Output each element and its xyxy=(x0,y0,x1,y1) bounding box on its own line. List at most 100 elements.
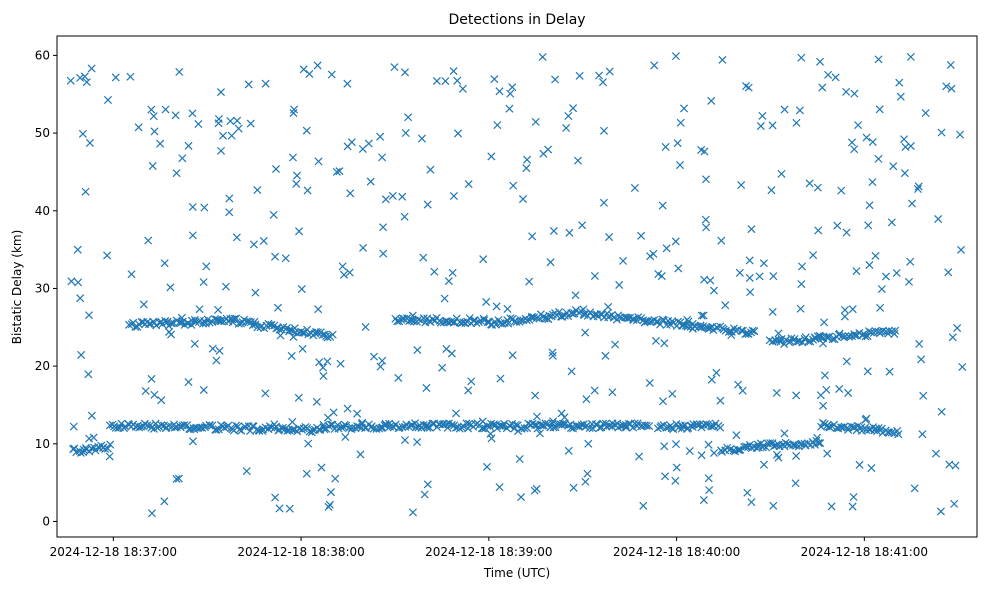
data-point xyxy=(696,321,705,330)
data-point xyxy=(567,367,576,376)
data-point xyxy=(81,187,90,196)
data-point xyxy=(156,139,165,148)
data-point xyxy=(261,79,270,88)
data-point xyxy=(106,440,115,449)
data-point xyxy=(381,195,390,204)
data-point xyxy=(780,105,789,114)
data-point xyxy=(887,218,896,227)
data-point xyxy=(819,401,828,410)
data-point xyxy=(531,391,540,400)
data-point xyxy=(733,445,742,454)
data-point xyxy=(147,105,156,114)
data-point xyxy=(918,430,927,439)
data-point xyxy=(662,244,671,253)
data-point xyxy=(861,415,870,424)
data-point xyxy=(73,245,82,254)
data-point xyxy=(103,251,112,260)
data-point xyxy=(144,236,153,245)
data-point xyxy=(652,317,661,327)
data-point xyxy=(448,268,457,277)
data-point xyxy=(551,75,560,84)
data-point xyxy=(288,417,297,426)
data-point xyxy=(758,443,767,452)
data-point xyxy=(744,83,753,92)
data-point xyxy=(697,451,706,460)
data-point xyxy=(953,324,962,333)
data-point xyxy=(458,84,467,93)
data-point xyxy=(325,500,334,509)
data-point xyxy=(353,422,362,431)
data-point xyxy=(671,440,681,449)
data-point xyxy=(937,407,946,416)
data-point xyxy=(174,474,183,483)
data-point xyxy=(372,424,381,433)
data-point xyxy=(423,480,432,489)
data-point xyxy=(791,479,800,488)
data-point xyxy=(868,178,877,187)
data-point xyxy=(532,484,541,493)
data-point xyxy=(885,367,894,376)
data-point xyxy=(400,436,410,445)
data-point xyxy=(422,383,431,392)
data-point xyxy=(548,348,557,357)
data-point xyxy=(103,95,112,104)
x-axis-label: Time (UTC) xyxy=(483,566,550,580)
data-point xyxy=(464,419,473,428)
data-point xyxy=(951,461,960,470)
data-point xyxy=(432,76,441,86)
data-point xyxy=(653,424,662,433)
data-point xyxy=(745,256,754,265)
data-point xyxy=(242,467,251,476)
data-point xyxy=(294,393,303,402)
data-point xyxy=(825,423,834,432)
data-point xyxy=(573,156,582,165)
data-point xyxy=(126,72,135,81)
data-point xyxy=(571,291,580,300)
data-point xyxy=(863,367,872,376)
data-point xyxy=(511,420,520,429)
data-point xyxy=(420,490,429,499)
data-point xyxy=(443,423,452,432)
data-point xyxy=(741,330,750,339)
data-point xyxy=(327,70,336,79)
data-point xyxy=(899,135,909,144)
data-point xyxy=(777,169,786,178)
data-point xyxy=(233,116,242,125)
data-point xyxy=(831,73,840,82)
data-point xyxy=(313,61,322,70)
data-point xyxy=(557,409,566,418)
data-point xyxy=(398,192,407,201)
data-point xyxy=(347,138,356,147)
data-point xyxy=(891,326,900,335)
data-point xyxy=(936,507,945,516)
data-point xyxy=(449,192,458,201)
data-point xyxy=(525,277,534,286)
data-point xyxy=(528,232,537,241)
data-point xyxy=(199,385,208,395)
x-axis-ticks: 2024-12-18 18:37:00 2024-12-18 18:38:00 20… xyxy=(50,537,928,559)
data-point xyxy=(503,304,512,313)
data-point xyxy=(67,277,76,286)
data-point xyxy=(84,311,94,320)
y-tick-label: 50 xyxy=(35,126,50,140)
data-point xyxy=(527,312,536,321)
data-point xyxy=(814,438,823,448)
data-point xyxy=(906,142,915,151)
data-point xyxy=(249,240,258,249)
data-point xyxy=(417,134,426,143)
data-point xyxy=(482,462,492,471)
data-point xyxy=(564,446,573,455)
data-point xyxy=(70,444,79,453)
data-point xyxy=(205,318,214,327)
data-point xyxy=(87,411,96,420)
data-point xyxy=(422,420,431,429)
data-point xyxy=(227,131,236,140)
data-point xyxy=(509,181,518,190)
data-point xyxy=(111,73,120,82)
data-point xyxy=(581,328,590,337)
data-point xyxy=(297,285,306,294)
data-point xyxy=(586,308,595,317)
data-point xyxy=(819,339,828,348)
data-point xyxy=(267,320,276,329)
data-point xyxy=(894,430,903,439)
